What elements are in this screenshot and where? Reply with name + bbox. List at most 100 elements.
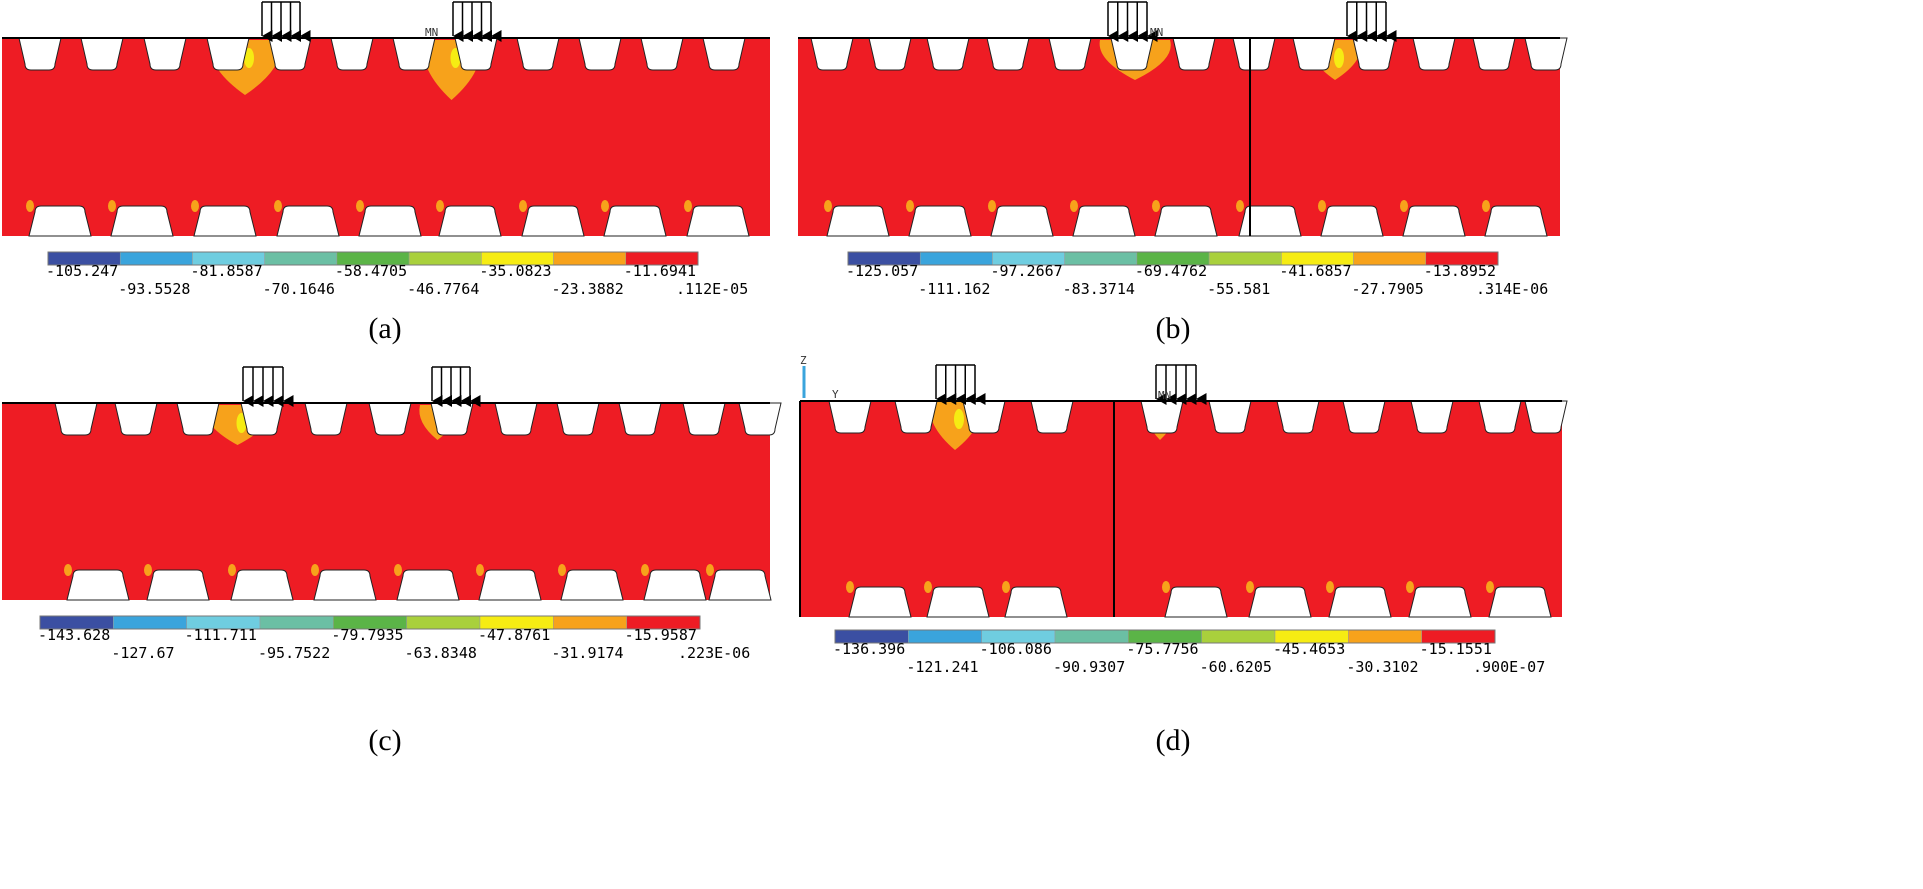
top-slot bbox=[176, 402, 220, 436]
legend-tick-label: -97.2667 bbox=[990, 262, 1062, 280]
top-slot bbox=[828, 400, 872, 434]
color-legend: -105.247-93.5528-81.8587-70.1646-58.4705… bbox=[46, 251, 748, 298]
panel-a: MN -105.247-93.5528-81.8587-70.1646-58.47… bbox=[2, 1, 770, 345]
edge-stress bbox=[108, 200, 116, 212]
bottom-slot bbox=[603, 205, 667, 237]
edge-stress bbox=[906, 200, 914, 212]
legend-tick-label: -106.086 bbox=[980, 640, 1052, 658]
edge-stress bbox=[1152, 200, 1160, 212]
contour-body bbox=[798, 38, 1560, 236]
legend-tick-label: -35.0823 bbox=[479, 262, 551, 280]
stress-peak bbox=[954, 409, 964, 429]
min-marker-label: MN bbox=[1158, 389, 1171, 402]
legend-tick-label: -121.241 bbox=[906, 658, 978, 676]
top-slot bbox=[1232, 37, 1276, 71]
legend-tick-label: -13.8952 bbox=[1424, 262, 1496, 280]
top-slot bbox=[926, 37, 970, 71]
bottom-slot bbox=[66, 569, 130, 601]
legend-tick-label: -15.1551 bbox=[1420, 640, 1492, 658]
legend-tick-label: -111.162 bbox=[918, 280, 990, 298]
top-slot bbox=[494, 402, 538, 436]
min-marker-label: MN bbox=[425, 26, 438, 39]
edge-stress bbox=[1400, 200, 1408, 212]
edge-stress bbox=[684, 200, 692, 212]
edge-stress bbox=[311, 564, 319, 576]
edge-stress bbox=[1070, 200, 1078, 212]
legend-tick-label: -81.8587 bbox=[190, 262, 262, 280]
top-slot bbox=[1276, 400, 1320, 434]
legend-frame bbox=[39, 615, 701, 630]
panels-layer: MN -105.247-93.5528-81.8587-70.1646-58.47… bbox=[2, 1, 1568, 757]
top-slot bbox=[430, 402, 474, 436]
edge-stress bbox=[191, 200, 199, 212]
edge-stress bbox=[1482, 200, 1490, 212]
edge-stress bbox=[988, 200, 996, 212]
edge-stress bbox=[1406, 581, 1414, 593]
edge-stress bbox=[706, 564, 714, 576]
top-slot bbox=[1172, 37, 1216, 71]
bottom-slot bbox=[1488, 586, 1552, 618]
top-slot bbox=[1524, 37, 1568, 71]
edge-stress bbox=[1326, 581, 1334, 593]
bottom-slot bbox=[1408, 586, 1472, 618]
legend-tick-label: -143.628 bbox=[38, 626, 110, 644]
top-slot bbox=[368, 402, 412, 436]
top-slot bbox=[304, 402, 348, 436]
top-slot bbox=[618, 402, 662, 436]
legend-swatch bbox=[119, 251, 193, 266]
color-legend: -136.396-121.241-106.086-90.9307-75.7756… bbox=[833, 629, 1545, 676]
contour-body bbox=[2, 38, 770, 236]
legend-swatch bbox=[553, 615, 627, 630]
top-slot bbox=[682, 402, 726, 436]
edge-stress bbox=[846, 581, 854, 593]
legend-tick-label: .112E-05 bbox=[676, 280, 748, 298]
z-axis-label: Z bbox=[800, 354, 807, 367]
legend-swatch bbox=[919, 251, 993, 266]
legend-tick-label: -11.6941 bbox=[624, 262, 696, 280]
legend-tick-label: -75.7756 bbox=[1126, 640, 1198, 658]
top-slot bbox=[80, 37, 124, 71]
legend-frame bbox=[847, 251, 1499, 266]
legend-tick-label: -58.4705 bbox=[335, 262, 407, 280]
bottom-slot bbox=[396, 569, 460, 601]
edge-stress bbox=[436, 200, 444, 212]
edge-stress bbox=[476, 564, 484, 576]
top-slot bbox=[1410, 400, 1454, 434]
top-slot bbox=[330, 37, 374, 71]
edge-stress bbox=[1236, 200, 1244, 212]
panel-caption: (a) bbox=[368, 312, 401, 345]
legend-swatch bbox=[1208, 251, 1282, 266]
top-slot bbox=[986, 37, 1030, 71]
edge-stress bbox=[558, 564, 566, 576]
top-slot bbox=[738, 402, 782, 436]
bottom-slot bbox=[1320, 205, 1384, 237]
legend-tick-label: -95.7522 bbox=[258, 644, 330, 662]
stress-peak bbox=[1334, 48, 1344, 68]
top-slot bbox=[1472, 37, 1516, 71]
bottom-slot bbox=[1402, 205, 1466, 237]
legend-tick-label: -70.1646 bbox=[263, 280, 335, 298]
legend-tick-label: .314E-06 bbox=[1476, 280, 1548, 298]
top-slot bbox=[516, 37, 560, 71]
legend-swatch bbox=[1054, 629, 1129, 644]
bottom-slot bbox=[560, 569, 624, 601]
legend-tick-label: -105.247 bbox=[46, 262, 118, 280]
top-slot bbox=[1524, 400, 1568, 434]
edge-stress bbox=[1246, 581, 1254, 593]
legend-swatch bbox=[1064, 251, 1138, 266]
bottom-slot bbox=[926, 586, 990, 618]
color-legend: -143.628-127.67-111.711-95.7522-79.7935-… bbox=[38, 615, 750, 662]
legend-swatch bbox=[113, 615, 187, 630]
panel-b: MN -125.057-111.162-97.2667-83.3714-69.47… bbox=[798, 1, 1568, 345]
top-slot bbox=[1140, 400, 1184, 434]
bottom-slot bbox=[358, 205, 422, 237]
legend-tick-label: .223E-06 bbox=[678, 644, 750, 662]
bottom-slot bbox=[110, 205, 174, 237]
top-slot bbox=[1048, 37, 1092, 71]
legend-tick-label: -111.711 bbox=[185, 626, 257, 644]
top-slot bbox=[268, 37, 312, 71]
edge-stress bbox=[144, 564, 152, 576]
top-slot bbox=[578, 37, 622, 71]
edge-stress bbox=[274, 200, 282, 212]
